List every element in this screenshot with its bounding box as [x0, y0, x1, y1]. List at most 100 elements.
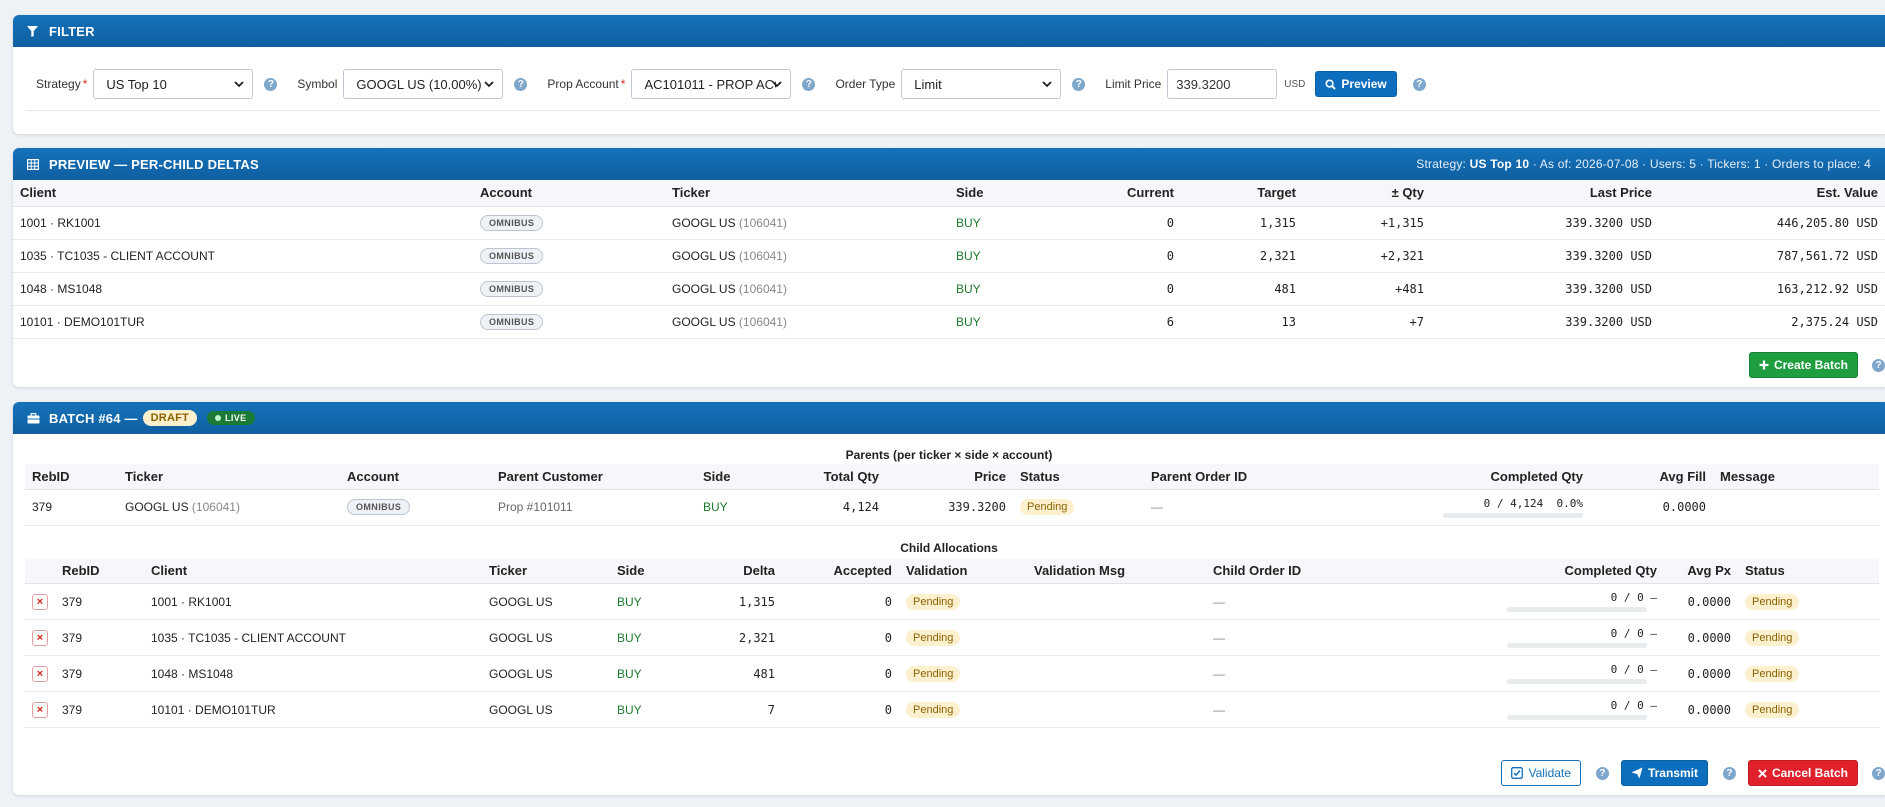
- accepted-cell: 0: [884, 702, 892, 717]
- col-ticker: Ticker: [672, 185, 711, 201]
- col-ticker: Ticker: [125, 468, 164, 484]
- create-batch-button[interactable]: Create Batch: [1748, 352, 1858, 378]
- col-current: Current: [1127, 185, 1174, 201]
- strategy-help-icon[interactable]: ?: [264, 77, 278, 91]
- est-value-cell: 446,205.80 USD: [1776, 215, 1878, 230]
- qty-cell: +481: [1395, 281, 1424, 296]
- accepted-cell: 0: [884, 666, 892, 681]
- account-badge: OMNIBUS: [480, 247, 544, 264]
- est-value-cell: 787,561.72 USD: [1776, 248, 1878, 263]
- status-badge: Pending: [1745, 593, 1800, 610]
- symbol-help-icon[interactable]: ?: [514, 77, 528, 91]
- col-avg-fill: Avg Fill: [1659, 468, 1706, 484]
- filter-divider: [26, 110, 1879, 111]
- strategy-select[interactable]: US Top 10: [93, 69, 254, 99]
- col-qty: ± Qty: [1391, 185, 1424, 201]
- accepted-cell: 0: [884, 594, 892, 609]
- cancel-batch-button[interactable]: Cancel Batch: [1747, 760, 1858, 786]
- transmit-help-icon[interactable]: ?: [1722, 766, 1736, 780]
- validation-msg-cell: [1027, 656, 1206, 692]
- col-status: Status: [1745, 563, 1785, 579]
- validation-badge: Pending: [906, 629, 961, 646]
- status-badge: Pending: [1745, 665, 1800, 682]
- remove-child-button[interactable]: ×: [32, 593, 48, 610]
- client-cell: 10101 · DEMO101TUR: [151, 702, 276, 717]
- col-accepted: Accepted: [833, 563, 892, 579]
- chevron-down-icon: [772, 81, 783, 88]
- prop-account-label: Prop Account *: [547, 77, 626, 91]
- validate-help-icon[interactable]: ?: [1595, 766, 1609, 780]
- side-cell: BUY: [617, 702, 642, 717]
- client-cell: 1001 · RK1001: [151, 594, 232, 609]
- order-type-select[interactable]: Limit: [901, 69, 1062, 99]
- completed-qty-cell: 0 / 0 —: [1446, 692, 1664, 728]
- col-delta: Delta: [743, 563, 775, 579]
- parents-title: Parents (per ticker × side × account): [845, 448, 1053, 462]
- table-row: 1001 · RK1001 OMNIBUS GOOGL US (106041) …: [13, 206, 1885, 239]
- delta-cell: 1,315: [738, 594, 775, 609]
- chevron-down-icon: [1042, 81, 1052, 88]
- chevron-down-icon: [484, 81, 495, 88]
- col-side: Side: [956, 185, 984, 201]
- remove-child-button[interactable]: ×: [32, 665, 48, 682]
- message-cell: [1713, 489, 1879, 525]
- account-badge: OMNIBUS: [347, 499, 411, 515]
- cancel-help-icon[interactable]: ?: [1872, 766, 1885, 780]
- table-row: 10101 · DEMO101TUR OMNIBUS GOOGL US (106…: [13, 305, 1885, 338]
- col-completed-qty: Completed Qty: [1490, 468, 1583, 484]
- prop-account-select[interactable]: AC101011 - PROP ACCOUNT: [631, 69, 792, 99]
- col-client: Client: [20, 185, 57, 201]
- parents-table: RebID Ticker Account Parent Customer Sid…: [25, 464, 1879, 526]
- progress-bar: [1507, 643, 1647, 648]
- batch-title: BATCH #64 —: [49, 410, 138, 426]
- est-value-cell: 163,212.92 USD: [1776, 281, 1878, 296]
- col-rebid: RebID: [32, 468, 70, 484]
- rebid-cell: 379: [62, 630, 83, 645]
- col-side: Side: [617, 563, 645, 579]
- table-row: 1048 · MS1048 OMNIBUS GOOGL US (106041) …: [13, 272, 1885, 305]
- account-badge: OMNIBUS: [480, 280, 544, 297]
- validation-msg-cell: [1027, 620, 1206, 656]
- child-allocations-title: Child Allocations: [900, 540, 998, 555]
- avg-fill-cell: 0.0000: [1662, 500, 1706, 514]
- live-dot-icon: [214, 415, 221, 421]
- avg-px-cell: 0.0000: [1687, 702, 1731, 717]
- symbol-select[interactable]: GOOGL US (10.00%): [343, 69, 504, 99]
- validation-badge: Pending: [906, 665, 961, 682]
- price-cell: 339.3200: [948, 500, 1006, 514]
- status-badge: Pending: [1020, 499, 1075, 515]
- create-batch-help-icon[interactable]: ?: [1872, 358, 1885, 372]
- col-child-order-id: Child Order ID: [1213, 563, 1302, 579]
- progress-bar: [1507, 607, 1647, 612]
- side-cell: BUY: [703, 500, 728, 514]
- prop-account-help-icon[interactable]: ?: [802, 77, 816, 91]
- preview-title: PREVIEW — PER-CHILD DELTAS: [49, 156, 259, 172]
- plus-icon: [1759, 360, 1769, 370]
- avg-px-cell: 0.0000: [1687, 594, 1731, 609]
- preview-button[interactable]: Preview: [1315, 71, 1397, 97]
- ticker-cell: GOOGL US (106041): [672, 281, 787, 296]
- col-parent-customer: Parent Customer: [498, 468, 603, 484]
- validate-button[interactable]: Validate: [1501, 760, 1581, 786]
- order-type-help-icon[interactable]: ?: [1072, 77, 1086, 91]
- current-cell: 0: [1166, 215, 1174, 230]
- delta-cell: 7: [767, 702, 775, 717]
- ticker-cell: GOOGL US (106041): [125, 500, 240, 514]
- progress-bar: [1507, 715, 1647, 720]
- rebid-cell: 379: [62, 666, 83, 681]
- limit-price-input[interactable]: 339.3200: [1167, 69, 1278, 99]
- check-square-icon: [1511, 767, 1524, 779]
- side-cell: BUY: [956, 248, 981, 263]
- last-price-cell: 339.3200 USD: [1565, 215, 1652, 230]
- current-cell: 6: [1166, 314, 1174, 329]
- transmit-button[interactable]: Transmit: [1620, 760, 1708, 786]
- preview-help-icon[interactable]: ?: [1412, 77, 1426, 91]
- briefcase-icon: [27, 412, 41, 424]
- remove-child-button[interactable]: ×: [32, 629, 48, 646]
- status-badge: Pending: [1745, 629, 1800, 646]
- col-rebid: RebID: [62, 563, 100, 579]
- rebid-cell: 379: [32, 500, 53, 514]
- remove-child-button[interactable]: ×: [32, 701, 48, 718]
- rebid-cell: 379: [62, 594, 83, 609]
- last-price-cell: 339.3200 USD: [1565, 281, 1652, 296]
